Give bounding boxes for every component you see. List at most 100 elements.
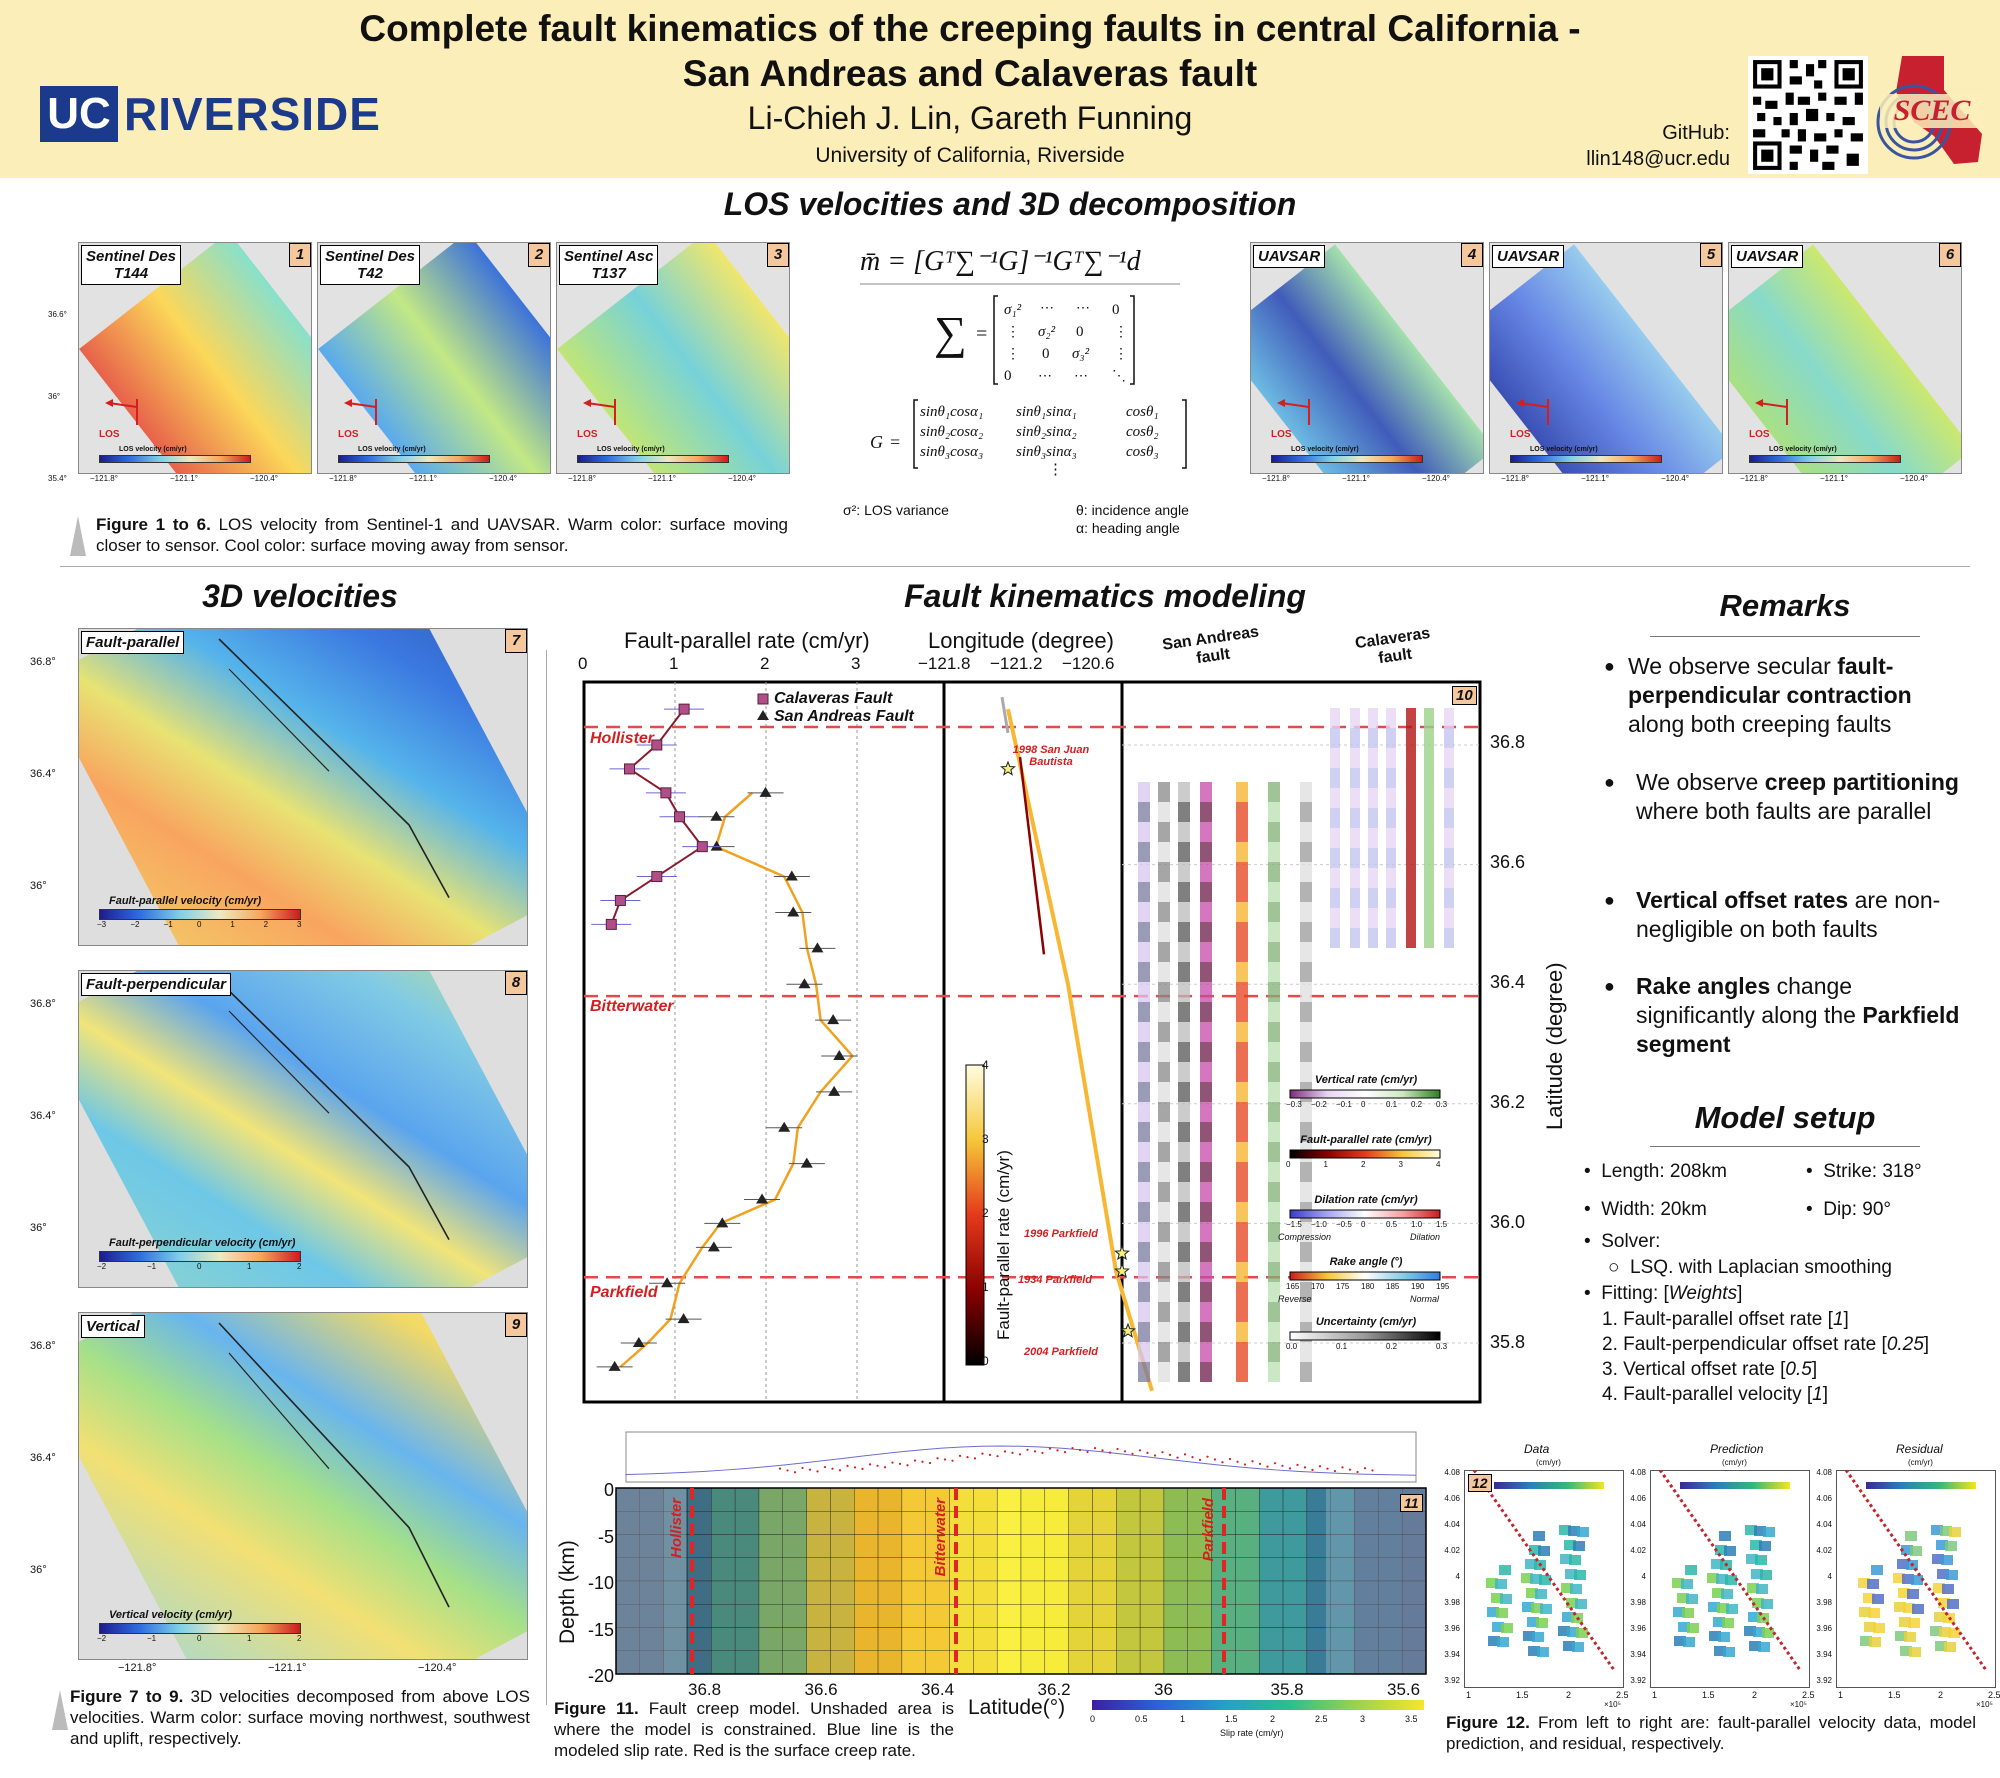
heatmap-cell <box>1300 822 1312 842</box>
heatmap-cell <box>1444 928 1454 948</box>
weight-item: 2. Fault-perpendicular offset rate [0.25… <box>1602 1333 1982 1357</box>
surface-creep-point <box>823 1465 827 1469</box>
velocity-pixel <box>1863 1593 1875 1603</box>
remark-bold: Parkfield segment <box>1636 1002 1960 1057</box>
heatmap-cell <box>1178 1242 1190 1262</box>
los-panel-2: Sentinel Des T42 2 LOS LOS velocity (cm/yr) <box>317 242 551 474</box>
place-label: Bitterwater <box>590 998 674 1015</box>
san-andreas-point <box>833 1049 846 1060</box>
heatmap-cell <box>1268 1122 1280 1142</box>
heatmap-cell <box>1386 708 1396 728</box>
fig12-x-tick: 2 <box>1566 1690 1572 1700</box>
slip-patch <box>734 1604 760 1628</box>
heatmap-cell <box>1300 1302 1312 1322</box>
colorbar-ramp <box>99 1623 301 1634</box>
heatmap-cell <box>1178 822 1190 842</box>
velocity-pixel <box>1712 1588 1724 1598</box>
slip-patch <box>711 1580 736 1605</box>
surface-creep-point <box>846 1464 849 1467</box>
velocity-pixel <box>1860 1636 1872 1646</box>
heatmap-cell <box>1200 1342 1212 1362</box>
heatmap-cell <box>1178 1322 1190 1342</box>
slip-patch <box>758 1557 783 1582</box>
heatmap-cell <box>1350 788 1360 808</box>
surface-creep-point <box>921 1460 924 1463</box>
weight-number: 4. <box>1602 1384 1624 1405</box>
colorbar-tick: −2 <box>97 1634 107 1643</box>
slip-patch <box>1282 1557 1308 1582</box>
calaveras-legend-marker <box>757 693 769 705</box>
heatmap-cell <box>1300 1362 1312 1382</box>
lat-tick: 36° <box>30 1564 47 1576</box>
fig12-y-tick: 4.04 <box>1630 1520 1646 1529</box>
lat-tick: 36.8° <box>30 998 56 1010</box>
slip-patch <box>901 1627 926 1651</box>
heatmap-cell <box>1158 1362 1170 1382</box>
san-andreas-trace <box>1006 708 1154 1392</box>
github-email[interactable]: llin148@ucr.edu <box>1586 148 1730 170</box>
surface-creep-point <box>1191 1456 1194 1459</box>
surface-creep-point <box>1288 1467 1292 1470</box>
qr-code-icon[interactable] <box>1748 56 1868 174</box>
heatmap-cell <box>1178 1082 1190 1102</box>
velocity-pixel <box>1893 1573 1905 1583</box>
slip-patch <box>1139 1604 1165 1628</box>
heatmap-cell <box>1138 1362 1150 1382</box>
slip-patch <box>1282 1487 1308 1512</box>
heatmap-cell <box>1268 1322 1280 1342</box>
slip-patch <box>1044 1487 1069 1512</box>
los-arrow-icon <box>583 399 616 425</box>
vertical-divider <box>546 650 547 1705</box>
colorbar-label: Vertical velocity (cm/yr) <box>109 1609 233 1621</box>
surface-creep-point <box>1318 1465 1322 1468</box>
colorbar-tick: 3 <box>297 920 302 929</box>
slip-patch <box>1020 1511 1046 1535</box>
setup-width: • Width: 20km <box>1584 1199 1707 1220</box>
slip-patch <box>925 1604 950 1628</box>
slip-patch <box>711 1650 736 1675</box>
velocity-pixel <box>1527 1617 1539 1627</box>
slip-patch <box>1092 1627 1117 1651</box>
svg-text:σ₁²: σ₁² <box>1004 302 1022 318</box>
lat-tick: 36.8° <box>30 656 56 668</box>
slip-patch <box>1163 1534 1188 1558</box>
heatmap-cell <box>1268 962 1280 982</box>
legend-tick: 0.2 <box>1411 1100 1423 1109</box>
heatmap-cell <box>1178 1302 1190 1322</box>
slip-patch <box>854 1580 879 1605</box>
slip-patch <box>1282 1511 1308 1535</box>
slip-patch <box>1020 1557 1046 1582</box>
surface-creep-point <box>913 1459 917 1462</box>
lat-tick: 35.4° <box>48 474 67 483</box>
slip-patch <box>973 1580 998 1605</box>
legend-tick: 180 <box>1361 1282 1375 1291</box>
fig12-unit: (cm/yr) <box>1536 1458 1561 1467</box>
surface-creep-point <box>1311 1468 1314 1471</box>
heatmap-cell <box>1300 1222 1312 1242</box>
heatmap-cell <box>1368 788 1378 808</box>
slip-patch <box>949 1511 974 1535</box>
fig11-y-label: Depth (km) <box>556 1540 579 1644</box>
heatmap-cell <box>1268 1282 1280 1302</box>
slip-patch <box>1020 1487 1046 1512</box>
3d-caption-text: 3D velocities decomposed from above LOS … <box>70 1687 530 1748</box>
slip-patch <box>949 1627 974 1651</box>
place-label: Bitterwater <box>932 1498 949 1577</box>
velocity-pixel <box>1908 1618 1920 1628</box>
setup-strike: • Strike: 318° <box>1806 1161 1922 1182</box>
heatmap-cell <box>1138 1102 1150 1122</box>
heatmap-cell <box>1236 1102 1248 1122</box>
heatmap-cell <box>1300 802 1312 822</box>
lat-tick: 36.6° <box>48 310 67 319</box>
slip-patch <box>949 1604 974 1628</box>
slip-patch <box>1282 1580 1308 1605</box>
heatmap-cell <box>1386 828 1396 848</box>
heatmap-cell <box>1158 982 1170 1002</box>
velocity-pixel <box>1753 1627 1765 1637</box>
velocity-pixel <box>1487 1607 1499 1617</box>
heatmap-cell <box>1350 828 1360 848</box>
lon-tick: −121.1° <box>1342 474 1370 483</box>
uc-logo-word: RIVERSIDE <box>124 88 381 140</box>
svg-text:=: = <box>890 432 900 452</box>
surface-creep-point <box>1063 1451 1067 1454</box>
